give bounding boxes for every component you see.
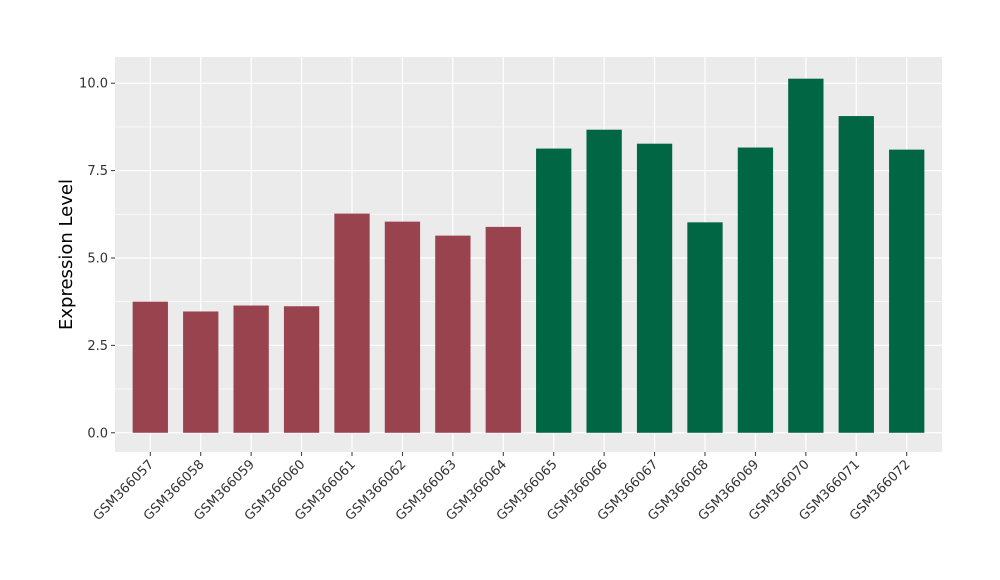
bar-GSM366058 bbox=[183, 311, 219, 433]
bar-GSM366062 bbox=[384, 221, 421, 433]
bar-GSM366071 bbox=[838, 116, 874, 433]
bar-GSM366070 bbox=[788, 78, 824, 433]
bar-GSM366068 bbox=[687, 222, 723, 433]
bar-GSM366057 bbox=[132, 301, 168, 433]
bar-GSM366065 bbox=[536, 148, 572, 433]
bar-GSM366072 bbox=[889, 149, 925, 433]
bars bbox=[132, 78, 925, 433]
bar-GSM366059 bbox=[233, 305, 269, 433]
y-tick-label: 10.0 bbox=[79, 77, 108, 92]
y-axis-title: Expression Level bbox=[56, 179, 77, 330]
bar-GSM366066 bbox=[586, 129, 622, 433]
y-tick-label: 2.5 bbox=[87, 339, 108, 354]
x-axis-ticks: GSM366057GSM366058GSM366059GSM366060GSM3… bbox=[91, 452, 914, 524]
bar-GSM366063 bbox=[435, 235, 471, 433]
y-tick-label: 7.5 bbox=[87, 164, 108, 179]
y-tick-label: 0.0 bbox=[87, 426, 108, 441]
bar-GSM366069 bbox=[737, 147, 774, 433]
y-axis-ticks: 0.0 2.5 5.0 7.5 10.0 bbox=[79, 77, 115, 441]
bar-GSM366064 bbox=[485, 226, 521, 433]
bar-GSM366067 bbox=[636, 143, 673, 433]
bar-GSM366061 bbox=[334, 213, 370, 433]
bar-GSM366060 bbox=[283, 306, 320, 433]
y-tick-label: 5.0 bbox=[87, 251, 108, 266]
